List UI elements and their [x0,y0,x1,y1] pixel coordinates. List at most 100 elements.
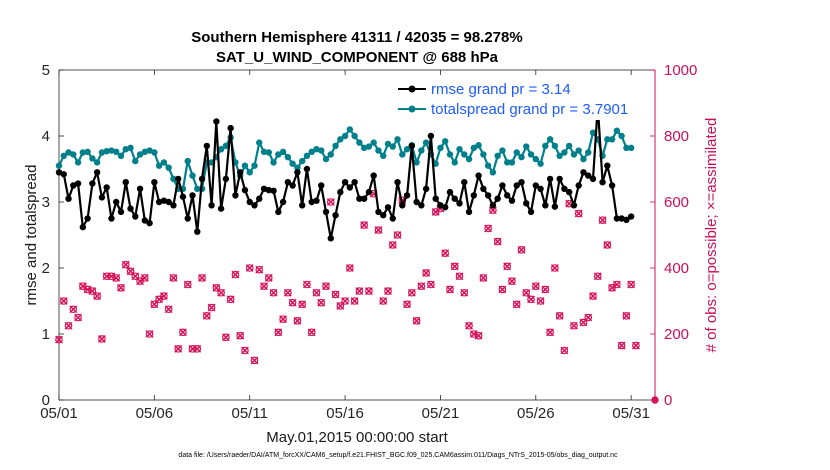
obs-assimilated-point [393,231,402,239]
obs-possible-point [374,226,383,234]
x-tick-label: 05/06 [136,405,174,422]
obs-assimilated-point [441,249,450,258]
rmse-point [313,197,320,204]
totalspread-point [570,151,578,158]
totalspread-point [380,152,387,159]
totalspread-point [184,157,191,165]
obs-possible-point [465,321,473,330]
totalspread-point [294,164,301,171]
obs-possible-point [145,330,154,338]
obs-assimilated-point [293,316,302,325]
obs-assimilated-point [317,298,326,307]
rmse-point [179,193,187,200]
obs-possible-point [408,288,416,297]
left-tick-label: 5 [42,62,50,79]
rmse-point [251,202,258,209]
rmse-point [480,185,487,192]
obs-possible-point [69,305,78,314]
rmse-point [322,208,330,216]
rmse-point [256,195,263,202]
obs-assimilated-point [169,273,178,282]
rmse-point [575,182,582,189]
obs-assimilated-point [326,198,335,206]
rmse-point [508,197,516,204]
obs-possible-point [551,264,559,272]
obs-assimilated-point [117,283,125,292]
legend-rmse-label: rmse grand pr = 3.14 [431,81,571,98]
totalspread-point [623,144,630,152]
obs-possible-point [350,297,359,305]
rmse-point [184,215,191,222]
obs-possible-point [126,267,135,276]
rmse-point [451,195,458,202]
rmse-point [289,182,296,189]
rmse-point [442,204,449,211]
totalspread-point [489,169,497,176]
right-tick-label: 1000 [664,62,697,79]
obs-possible-point [531,282,540,290]
totalspread-point [289,160,296,167]
obs-assimilated-point [531,282,540,291]
obs-possible-point [207,303,216,312]
obs-possible-point [365,287,373,295]
obs-assimilated-point [407,288,416,297]
obs-possible-point [355,287,364,295]
obs-assimilated-point [584,313,593,322]
obs-assimilated-point [341,297,350,305]
obs-possible-point [312,288,321,297]
obs-assimilated-point [331,290,340,299]
obs-assimilated-point [207,303,216,312]
rmse-point [136,185,144,192]
totalspread-point [127,144,134,152]
obs-assimilated-point [193,344,202,353]
obs-possible-point [393,231,402,239]
obs-assimilated-point [140,273,149,282]
rmse-point [198,175,206,183]
totalspread-point [403,146,411,153]
totalspread-point [461,151,468,158]
totalspread-point [260,148,268,156]
rmse-point [332,212,339,219]
obs-possible-point [284,288,292,297]
rmse-point [318,182,325,189]
left-tick-label: 2 [42,260,50,277]
obs-assimilated-point [379,297,388,305]
x-tick-label: 05/11 [232,405,268,422]
totalspread-point [136,151,144,158]
obs-possible-point [579,318,588,327]
totalspread-point [246,169,253,176]
obs-assimilated-point [412,316,421,325]
totalspread-point [422,139,430,146]
obs-assimilated-point [64,321,73,330]
totalspread-point [113,148,120,156]
obs-assimilated-point [536,297,545,305]
obs-assimilated-point [136,277,144,286]
obs-possible-point [183,280,192,289]
x-tick-label: 05/31 [612,405,650,422]
obs-assimilated-point [159,292,168,300]
obs-assimilated-point [603,240,612,249]
obs-possible-point [512,300,521,309]
obs-assimilated-point [164,305,173,314]
obs-possible-point [212,283,221,292]
totalspread-point [160,159,168,166]
obs-assimilated-point [364,287,373,296]
obs-assimilated-point [460,288,469,297]
totalspread-point [618,132,625,140]
obs-possible-point [479,274,488,282]
obs-possible-point [322,282,330,290]
x-tick-label: 05/21 [422,405,460,422]
totalspread-point [494,152,501,159]
rmse-point [537,185,544,192]
totalspread-point [413,159,420,166]
rmse-point [170,202,177,209]
obs-possible-point [203,312,211,320]
left-axis-label: rmse and totalspread [23,165,40,306]
data-file-footnote: data file: /Users/raeder/DAI/ATM_forcXX/… [178,452,618,459]
obs-possible-point [288,298,297,307]
totalspread-point [556,152,563,159]
totalspread-point [613,127,621,134]
obs-assimilated-point [174,344,183,353]
rmse-point [499,182,506,189]
obs-assimilated-point [622,311,631,320]
